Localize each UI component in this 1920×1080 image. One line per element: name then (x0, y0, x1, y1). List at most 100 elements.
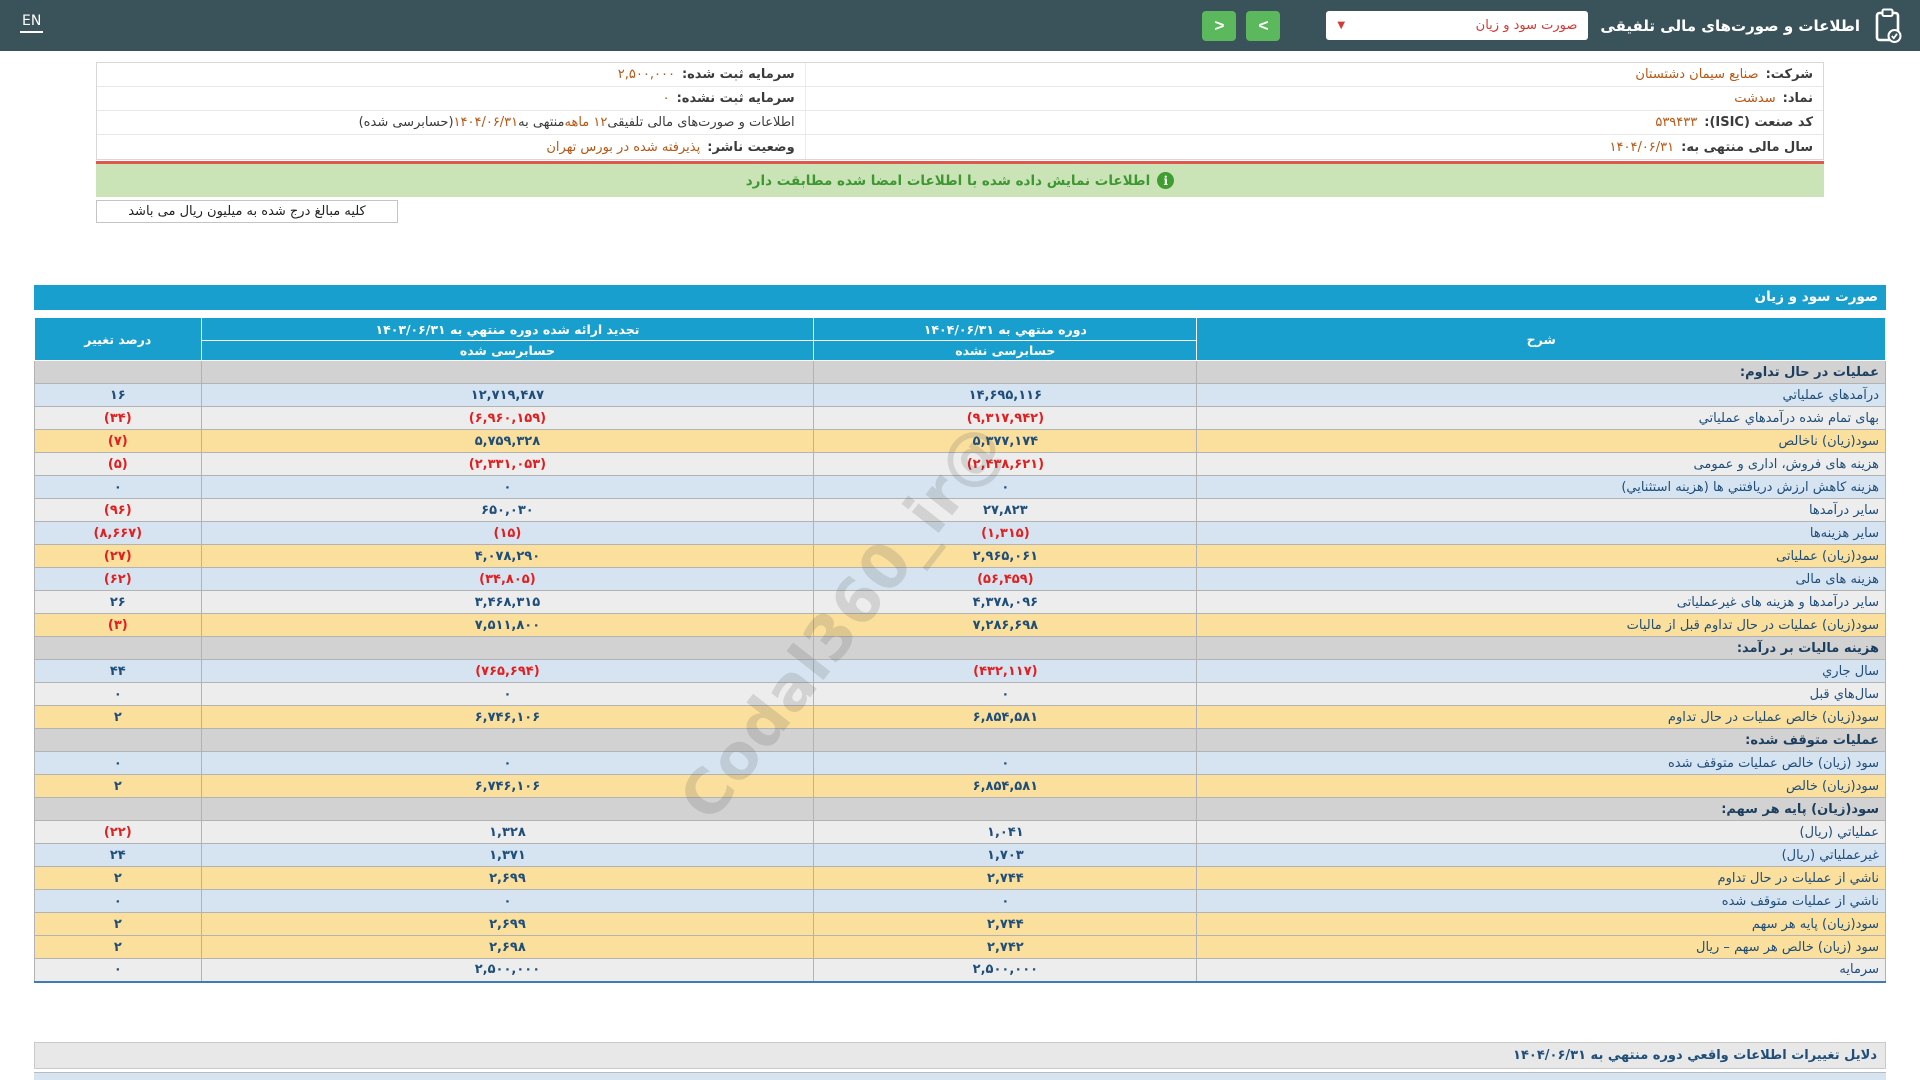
header-description: شرح (1196, 317, 1886, 361)
prior-period-value: ۷,۵۱۱,۸۰۰ (200, 613, 815, 637)
next-statement-button[interactable]: > (1246, 10, 1281, 41)
row-label: سود(زیان) عملیات در حال تداوم قبل از مال… (1196, 613, 1886, 637)
change-percent-value: (۳) (34, 613, 202, 637)
current-period-value (813, 797, 1198, 821)
change-percent-value: (۲۲) (34, 820, 202, 844)
prior-period-value: ۴,۰۷۸,۲۹۰ (200, 544, 815, 568)
table-row: سود (زیان) خالص عملیات متوقف شده ۰ ۰ ۰ (34, 751, 1886, 775)
row-label: سایر درآمدها و هزینه های غیرعملیاتی (1196, 590, 1886, 614)
units-note: کلیه مبالغ درج شده به میلیون ریال می باش… (96, 200, 398, 223)
row-label: سود (زیان) خالص هر سهم – ریال (1196, 935, 1886, 959)
current-period-value: ۶,۸۵۴,۵۸۱ (813, 774, 1198, 798)
prior-period-value: (۱۵) (200, 521, 815, 545)
table-row: سال‌هاي قبل ۰ ۰ ۰ (34, 682, 1886, 706)
prior-period-value (200, 797, 815, 821)
symbol-value[interactable]: سدشت (1734, 91, 1776, 106)
company-name[interactable]: صنایع سیمان دشتستان (1635, 67, 1759, 82)
header-period-current: دوره منتهي به ۱۴۰۴/۰۶/۳۱ (813, 317, 1198, 341)
row-label: سال جاري (1196, 659, 1886, 683)
change-percent-value: ۲۴ (34, 843, 202, 867)
prior-period-value: ۱,۳۷۱ (200, 843, 815, 867)
current-period-value: ۱,۷۰۳ (813, 843, 1198, 867)
change-percent-value: ۰ (34, 958, 202, 982)
row-label: عملیاتي (ریال) (1196, 820, 1886, 844)
current-period-value: ۰ (813, 682, 1198, 706)
table-row: سود(زیان) خالص عملیات در حال تداوم ۶,۸۵۴,… (34, 705, 1886, 729)
clipboard-report-icon (1872, 8, 1902, 44)
current-period-value (813, 360, 1198, 384)
table-row: سایر هزینه‌ها (۱,۳۱۵) (۱۵) (۸,۶۶۷) (34, 521, 1886, 545)
row-label: هزینه های مالی (1196, 567, 1886, 591)
table-row: سود (زیان) خالص هر سهم – ریال ۲,۷۴۲ ۲,۶۹۸ ۲ (34, 935, 1886, 959)
statement-type-dropdown[interactable]: صورت سود و زیان ▼ (1326, 11, 1589, 40)
change-percent-value: ۲ (34, 866, 202, 890)
row-label: سال‌هاي قبل (1196, 682, 1886, 706)
row-label: عملیات متوقف شده: (1196, 728, 1886, 752)
row-label: درآمدهاي عملياتي (1196, 383, 1886, 407)
statement-rows: عملیات در حال تداوم: درآمدهاي عملياتي ۱۴,۶… (34, 360, 1886, 982)
report-period-text: اطلاعات و صورت‌های مالی تلفیقی (607, 115, 795, 130)
issuer-status-label: وضعیت ناشر: (707, 139, 795, 155)
top-bar: اطلاعات و صورت‌های مالی تلفیقی صورت سود … (0, 0, 1920, 51)
header-current-audit-status: حسابرسی نشده (813, 340, 1198, 361)
prior-period-value: ۰ (200, 751, 815, 775)
change-percent-value: ۲ (34, 774, 202, 798)
prior-period-value: ۱۲,۷۱۹,۴۸۷ (200, 383, 815, 407)
current-period-value: ۲۷,۸۲۳ (813, 498, 1198, 522)
change-percent-value: ۰ (34, 475, 202, 499)
current-period-value: (۱,۳۱۵) (813, 521, 1198, 545)
section-row: هزینه مالیات بر درآمد: (34, 636, 1886, 660)
change-percent-value: ۱۶ (34, 383, 202, 407)
row-label: عملیات در حال تداوم: (1196, 360, 1886, 384)
row-label: سایر درآمدها (1196, 498, 1886, 522)
changes-reasons-bar: دلایل تغییرات اطلاعات واقعي دوره منتهي ب… (34, 1042, 1886, 1069)
table-row: هزینه های فروش، اداری و عمومی (۲,۴۳۸,۶۲۱)… (34, 452, 1886, 476)
change-percent-value: ۲ (34, 705, 202, 729)
table-row: درآمدهاي عملياتي ۱۴,۶۹۵,۱۱۶ ۱۲,۷۱۹,۴۸۷ ۱۶ (34, 383, 1886, 407)
current-period-value: (۴۳۲,۱۱۷) (813, 659, 1198, 683)
current-period-value: ۱,۰۴۱ (813, 820, 1198, 844)
report-period-ending-text: منتهی به (518, 115, 565, 130)
prior-period-value: ۶,۷۴۶,۱۰۶ (200, 705, 815, 729)
report-period-months: ۱۲ ماهه (564, 115, 608, 130)
table-row: سود(زیان) پایه هر سهم ۲,۷۴۴ ۲,۶۹۹ ۲ (34, 912, 1886, 936)
current-period-value (813, 728, 1198, 752)
table-row: هزینه کاهش ارزش دریافتني ها (هزینه استثن… (34, 475, 1886, 499)
change-percent-value (34, 636, 202, 660)
company-label: شرکت: (1765, 67, 1813, 82)
header-change-percent: درصد تغییر (34, 317, 202, 361)
income-statement-section: صورت سود و زیان شرح دوره منتهي به ۱۴۰۴/۰… (34, 285, 1886, 983)
table-row: هزینه های مالی (۵۶,۴۵۹) (۳۴,۸۰۵) (۶۲) (34, 567, 1886, 591)
prior-period-value (200, 728, 815, 752)
prior-period-value: (۳۴,۸۰۵) (200, 567, 815, 591)
change-percent-value: ۰ (34, 682, 202, 706)
statement-type-selected: صورت سود و زیان (1475, 18, 1578, 33)
previous-statement-button[interactable]: < (1202, 10, 1237, 41)
table-row: عملیاتي (ریال) ۱,۰۴۱ ۱,۳۲۸ (۲۲) (34, 820, 1886, 844)
prior-period-value: ۰ (200, 682, 815, 706)
table-row: ناشي از عملیات در حال تداوم ۲,۷۴۴ ۲,۶۹۹ ۲ (34, 866, 1886, 890)
table-row: سود(زیان) ناخالص ۵,۳۷۷,۱۷۴ ۵,۷۵۹,۳۲۸ (۷) (34, 429, 1886, 453)
row-label: هزینه های فروش، اداری و عمومی (1196, 452, 1886, 476)
info-row: کد صنعت (ISIC): ۵۳۹۴۳۳ اطلاعات و صورت‌ها… (97, 111, 1823, 135)
table-row: سایر درآمدها ۲۷,۸۲۳ ۶۵۰,۰۳۰ (۹۶) (34, 498, 1886, 522)
row-label: غیرعملیاتي (ریال) (1196, 843, 1886, 867)
row-label: هزینه مالیات بر درآمد: (1196, 636, 1886, 660)
change-percent-value: (۹۶) (34, 498, 202, 522)
next-section-partial-row (34, 1072, 1886, 1080)
change-percent-value: (۶۲) (34, 567, 202, 591)
current-period-value: ۲,۷۴۲ (813, 935, 1198, 959)
report-period-description: اطلاعات و صورت‌های مالی تلفیقی ۱۲ ماهه م… (97, 111, 805, 134)
table-row: غیرعملیاتي (ریال) ۱,۷۰۳ ۱,۳۷۱ ۲۴ (34, 843, 1886, 867)
table-row: سرمایه ۲,۵۰۰,۰۰۰ ۲,۵۰۰,۰۰۰ ۰ (34, 958, 1886, 982)
prior-period-value: ۵,۷۵۹,۳۲۸ (200, 429, 815, 453)
issuer-status-value: پذیرفته شده در بورس تهران (546, 139, 701, 155)
unregistered-capital-label: سرمایه ثبت نشده: (676, 91, 795, 106)
prior-period-value: ۰ (200, 475, 815, 499)
row-label: سود(زیان) پایه هر سهم: (1196, 797, 1886, 821)
company-info-table: شرکت: صنایع سیمان دشتستان سرمایه ثبت شده… (96, 62, 1824, 160)
current-period-value (813, 636, 1198, 660)
table-row: بهای تمام شده درآمدهاي عملياتي (۹,۳۱۷,۹۴۲… (34, 406, 1886, 430)
prior-period-value (200, 360, 815, 384)
language-toggle-en[interactable]: EN (20, 13, 44, 33)
